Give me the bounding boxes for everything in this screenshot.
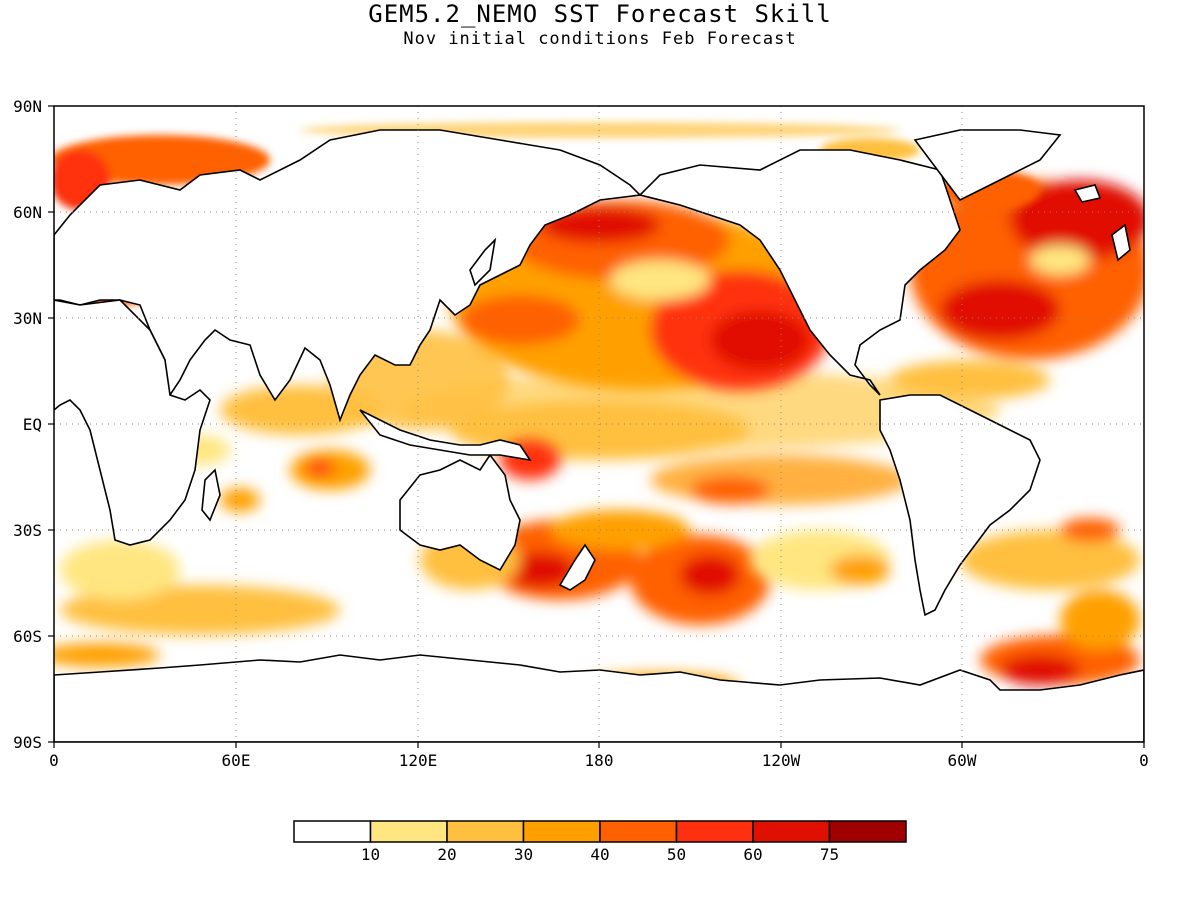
lon-label-60e: 60E <box>222 751 251 770</box>
lon-label-120w: 120W <box>762 751 801 770</box>
lat-label-30s: 30S <box>13 521 42 540</box>
uk-land <box>1111 223 1131 262</box>
indonesia-land <box>359 409 532 462</box>
lon-label-120e: 120E <box>399 751 438 770</box>
legend-swatch-6 <box>752 820 831 843</box>
lat-label-60n: 60N <box>13 203 42 222</box>
legend-swatch-7 <box>828 820 907 843</box>
lat-label-30n: 30N <box>13 309 42 328</box>
legend-swatch-3 <box>522 820 601 843</box>
southern-ocean-shading <box>54 518 1140 697</box>
iceland-land <box>1073 184 1102 203</box>
legend-swatch-0 <box>293 820 372 843</box>
south-america-land <box>879 394 1041 617</box>
grid-lines <box>54 106 1144 742</box>
legend-swatch-5 <box>675 820 754 843</box>
color-legend: 10 20 30 40 50 60 75 <box>293 820 907 864</box>
legend-swatch-1 <box>369 820 448 843</box>
map-title: GEM5.2_NEMO SST Forecast Skill <box>368 0 832 28</box>
new-zealand-land <box>558 543 596 591</box>
north-pacific-shading <box>450 200 830 390</box>
lat-label-90s: 90S <box>13 733 42 752</box>
legend-tick-label: 30 <box>514 845 533 864</box>
australia-land <box>399 453 521 572</box>
lon-label-0: 0 <box>49 751 59 770</box>
lat-label-60s: 60S <box>13 627 42 646</box>
legend-tick-label: 10 <box>361 845 380 864</box>
greenland-land <box>913 129 1062 202</box>
legend-tick-label: 20 <box>437 845 456 864</box>
legend-tick-label: 60 <box>743 845 762 864</box>
africa-land <box>54 299 211 546</box>
lat-label-eq: EQ <box>23 415 42 434</box>
north-america-land <box>638 149 961 396</box>
lon-label-60w: 60W <box>948 751 977 770</box>
legend-tick-label: 75 <box>820 845 839 864</box>
antarctica-land <box>54 654 1144 742</box>
legend-swatch-4 <box>599 820 678 843</box>
map-subtitle: Nov initial conditions Feb Forecast <box>403 29 797 49</box>
lon-label-180: 180 <box>585 751 614 770</box>
skill-shading <box>54 122 1144 742</box>
japan-land <box>469 237 497 287</box>
legend-tick-label: 40 <box>590 845 609 864</box>
legend-swatch-2 <box>446 820 525 843</box>
north-atlantic-shading <box>890 180 1144 400</box>
legend-tick-label: 50 <box>667 845 686 864</box>
madagascar-land <box>201 468 221 522</box>
axis-ticks <box>48 105 1145 748</box>
coastlines <box>54 129 1144 742</box>
lat-label-90n: 90N <box>13 97 42 116</box>
lon-label-0-end: 0 <box>1139 751 1149 770</box>
